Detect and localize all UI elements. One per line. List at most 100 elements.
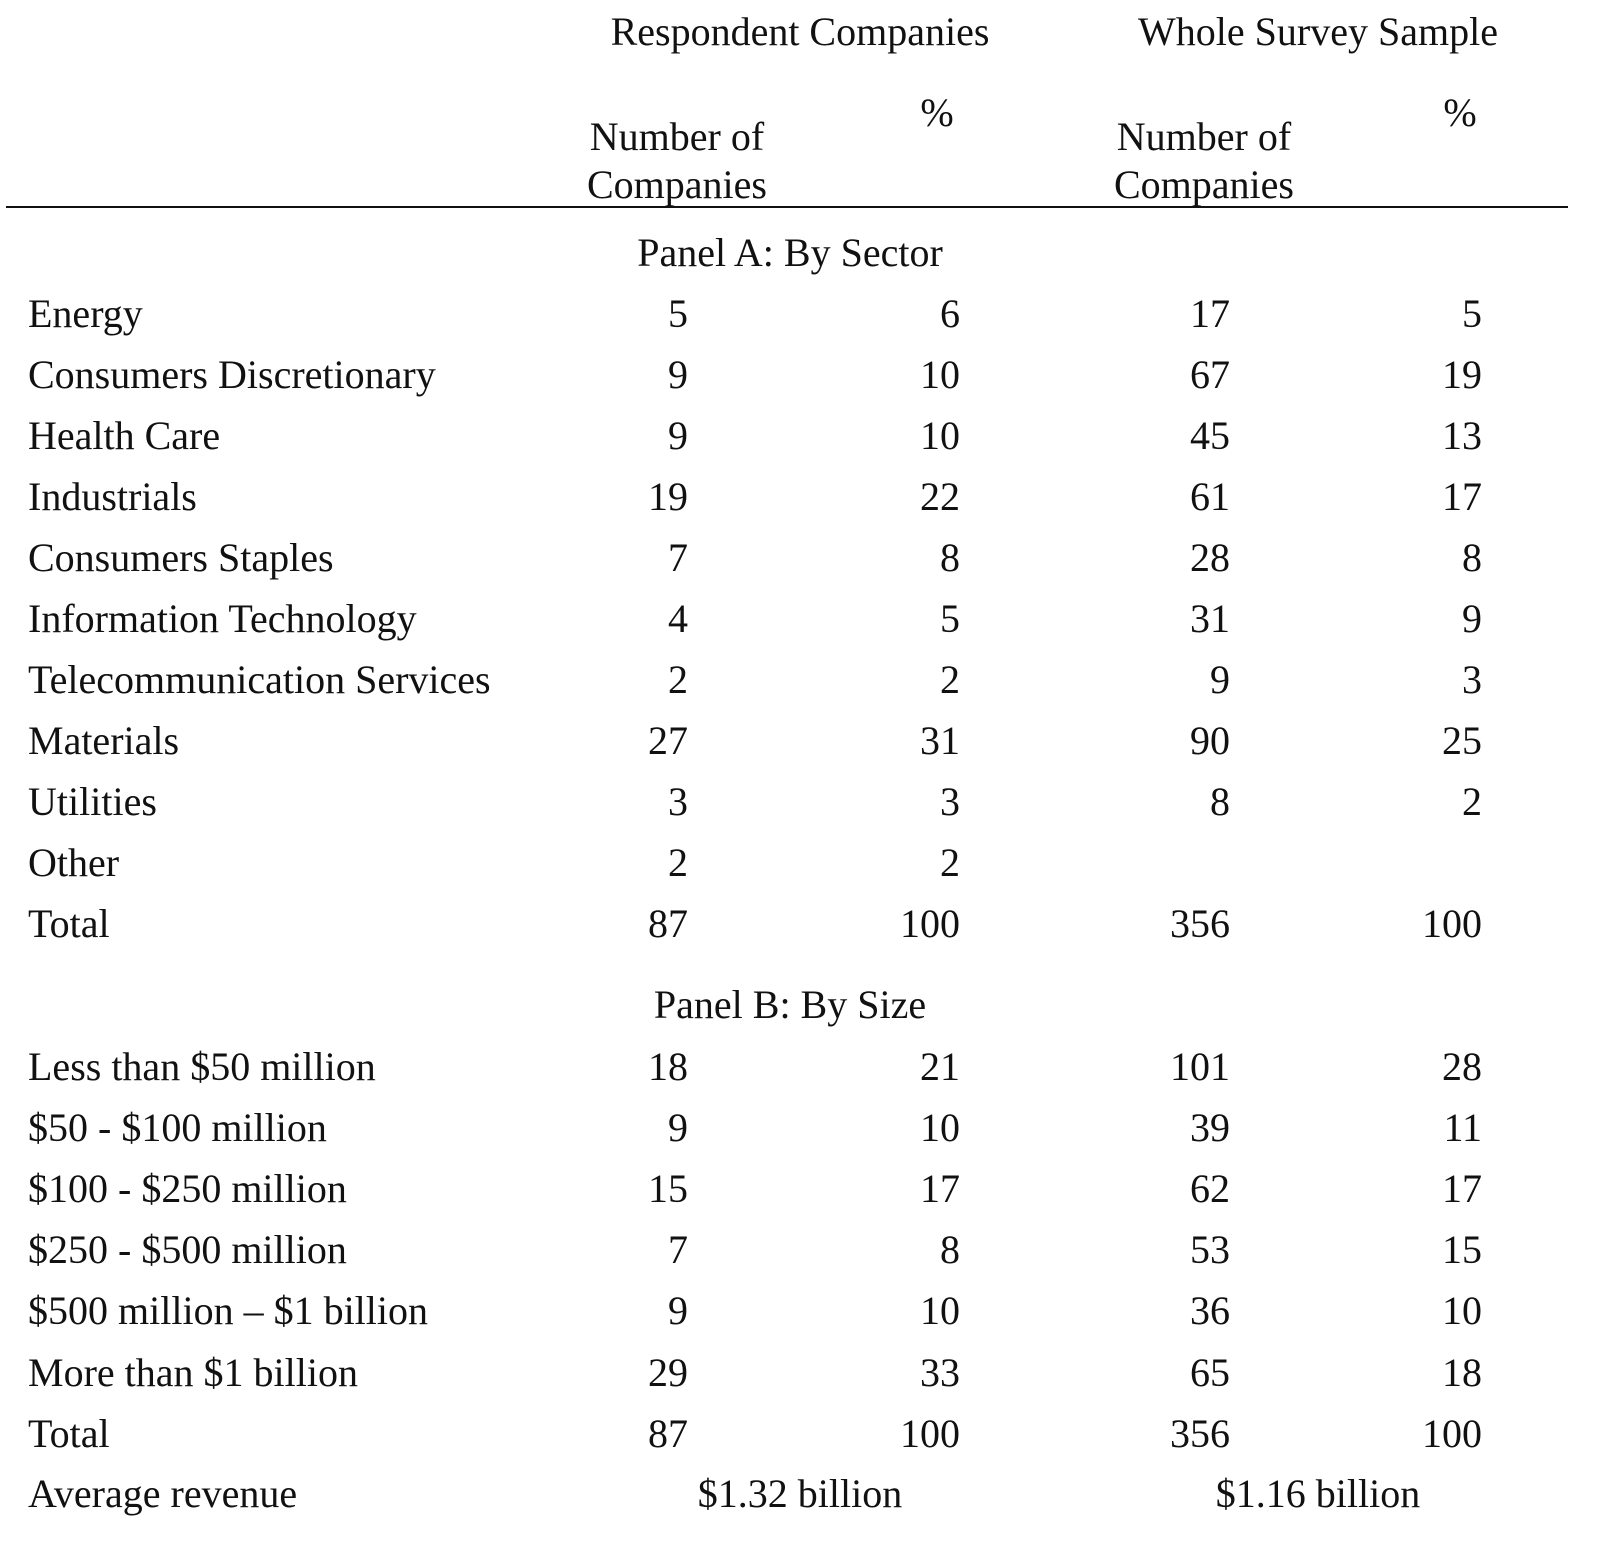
cell: 100	[1422, 901, 1482, 946]
cell: 9	[668, 1288, 688, 1334]
cell: 5	[940, 596, 960, 641]
cell: 2	[1462, 779, 1482, 824]
cell: 10	[920, 1288, 960, 1334]
cell: 9	[668, 413, 688, 458]
row-label: Telecommunication Services	[28, 657, 491, 702]
row-label: Materials	[28, 718, 180, 763]
cell: 39	[1190, 1105, 1230, 1151]
row-label: Utilities	[28, 779, 157, 824]
cell: 10	[920, 1105, 960, 1151]
cell: 18	[1442, 1349, 1482, 1395]
row-label: Consumers Discretionary	[28, 352, 436, 397]
cell: 15	[1442, 1227, 1482, 1273]
row-label: Total	[28, 1410, 110, 1456]
row-label: $250 - $500 million	[28, 1227, 347, 1273]
cell: 5	[1462, 291, 1482, 336]
cell: 29	[648, 1349, 688, 1395]
group-header: Respondent Companies	[610, 9, 990, 54]
cell: 22	[920, 474, 960, 519]
cell: 2	[668, 840, 688, 885]
cell: 17	[1442, 1166, 1482, 1212]
cell: 27	[648, 718, 688, 763]
row-label: $50 - $100 million	[28, 1105, 327, 1151]
column-header: %	[920, 90, 954, 135]
cell: 9	[668, 352, 688, 397]
cell: 100	[1422, 1410, 1482, 1456]
row-label: Energy	[28, 291, 143, 336]
cell: 21	[920, 1044, 960, 1089]
cell: 45	[1190, 413, 1230, 458]
cell: $1.16 billion	[1215, 1471, 1421, 1516]
row-label: More than $1 billion	[28, 1349, 358, 1395]
cell: 15	[648, 1166, 688, 1212]
cell: 31	[920, 718, 960, 763]
cell: 62	[1190, 1166, 1230, 1212]
cell: 31	[1190, 596, 1230, 641]
row-label: Other	[28, 840, 120, 885]
cell: 19	[648, 474, 688, 519]
cell: 3	[668, 779, 688, 824]
row-label: Health Care	[28, 413, 221, 458]
row-label: Less than $50 million	[28, 1044, 376, 1089]
cell: 8	[1462, 535, 1482, 580]
cell: 87	[648, 1410, 688, 1456]
cell: 8	[1210, 779, 1230, 824]
cell: 17	[1190, 291, 1230, 336]
cell: 25	[1442, 718, 1482, 763]
cell: 53	[1190, 1227, 1230, 1273]
cell: 356	[1170, 901, 1230, 946]
cell: 100	[900, 901, 960, 946]
cell: 2	[668, 657, 688, 702]
cell: 9	[1210, 657, 1230, 702]
cell: 7	[668, 535, 688, 580]
cell: 28	[1442, 1044, 1482, 1089]
cell: 65	[1190, 1349, 1230, 1395]
cell: 17	[1442, 474, 1482, 519]
cell: 8	[940, 1227, 960, 1273]
cell: 6	[940, 291, 960, 336]
cell: 100	[900, 1410, 960, 1456]
row-label: $100 - $250 million	[28, 1166, 347, 1212]
cell: 17	[920, 1166, 960, 1212]
row-label: Industrials	[28, 474, 197, 519]
cell: 90	[1190, 718, 1230, 763]
row-label: Information Technology	[28, 596, 417, 641]
cell: 87	[648, 901, 688, 946]
cell: 2	[940, 657, 960, 702]
cell: 3	[940, 779, 960, 824]
cell: 36	[1190, 1288, 1230, 1334]
cell: 28	[1190, 535, 1230, 580]
cell: 10	[920, 352, 960, 397]
cell: 9	[668, 1105, 688, 1151]
cell: 11	[1443, 1105, 1482, 1151]
header-rule	[6, 206, 1568, 208]
cell: 101	[1170, 1044, 1230, 1089]
panel-title: Panel B: By Size	[653, 982, 927, 1027]
row-label: Total	[28, 901, 110, 946]
cell: 7	[668, 1227, 688, 1273]
column-header: Number of Companies	[1114, 114, 1294, 207]
row-label: $500 million – $1 billion	[28, 1288, 429, 1334]
cell: 18	[648, 1044, 688, 1089]
cell: 10	[920, 413, 960, 458]
panel-title: Panel A: By Sector	[637, 230, 943, 275]
cell: 9	[1462, 596, 1482, 641]
cell: 13	[1442, 413, 1482, 458]
cell: 61	[1190, 474, 1230, 519]
row-label: Consumers Staples	[28, 535, 334, 580]
cell: $1.32 billion	[697, 1471, 903, 1516]
cell: 10	[1442, 1288, 1482, 1334]
cell: 19	[1442, 352, 1482, 397]
cell: 356	[1170, 1410, 1230, 1456]
cell: 8	[940, 535, 960, 580]
cell: 2	[940, 840, 960, 885]
cell: 5	[668, 291, 688, 336]
column-header: Number of Companies	[587, 114, 767, 207]
row-label: Average revenue	[28, 1471, 298, 1516]
cell: 3	[1462, 657, 1482, 702]
column-header: %	[1443, 90, 1477, 135]
cell: 67	[1190, 352, 1230, 397]
cell: 33	[920, 1349, 960, 1395]
cell: 4	[668, 596, 688, 641]
